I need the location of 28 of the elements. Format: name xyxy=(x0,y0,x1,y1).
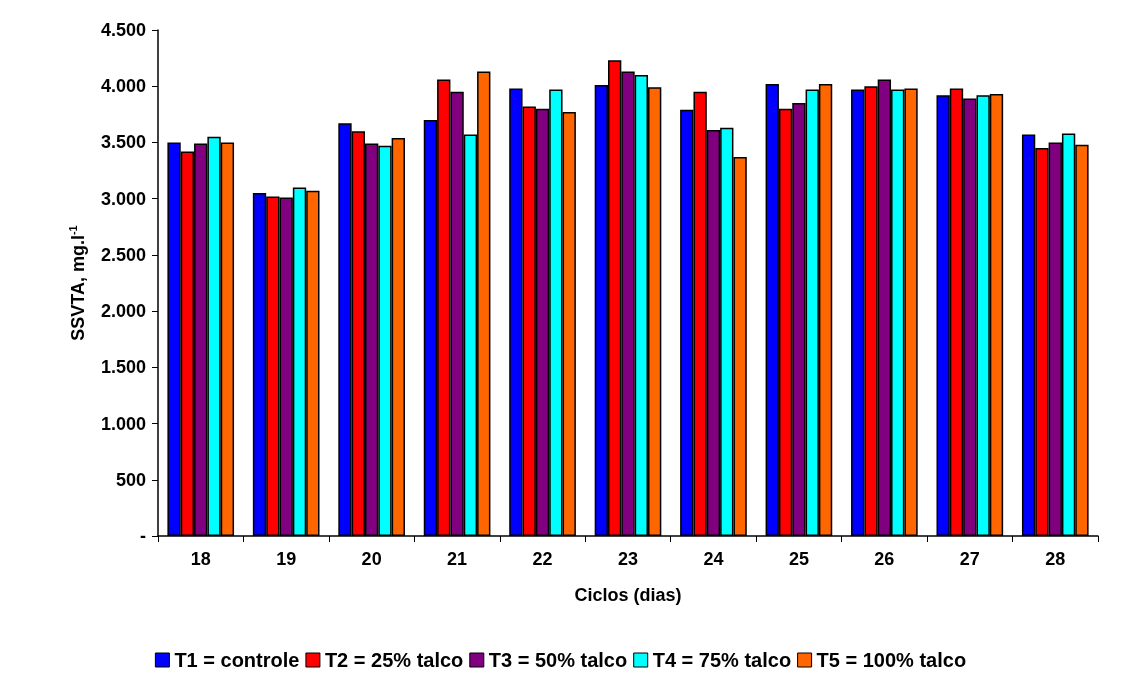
y-tick-label: - xyxy=(140,526,146,546)
y-tick-label: 4.000 xyxy=(100,76,146,97)
x-tick-label: 22 xyxy=(532,549,553,569)
x-tick-label: 26 xyxy=(874,549,895,569)
x-tick-label: 27 xyxy=(959,549,980,569)
y-tick-label: 1.500 xyxy=(100,357,146,378)
x-tick-label: 25 xyxy=(788,549,809,569)
x-tick-label: 23 xyxy=(617,549,639,569)
y-tick-label: 2.000 xyxy=(100,301,146,322)
x-tick-label: 24 xyxy=(703,549,724,569)
y-tick-label: 500 xyxy=(115,469,146,490)
legend-label: T1 = controle xyxy=(174,649,300,671)
x-tick-label: 21 xyxy=(447,549,468,569)
legend-label: T2 = 25% talco xyxy=(324,649,464,671)
legend-label: T5 = 100% talco xyxy=(816,649,967,671)
x-axis-title: Ciclos (dias) xyxy=(574,585,682,605)
x-tick-label: 18 xyxy=(190,549,211,569)
y-tick-label: 2.500 xyxy=(100,244,146,265)
x-tick-label: 28 xyxy=(1045,549,1066,569)
y-tick-label: 3.500 xyxy=(100,132,146,153)
x-tick-label: 19 xyxy=(276,549,297,569)
y-tick-label: 4.500 xyxy=(100,20,146,40)
x-tick-label: 20 xyxy=(361,549,382,569)
legend-label: T3 = 50% talco xyxy=(488,649,628,671)
legend-label: T4 = 75% talco xyxy=(652,649,792,671)
y-tick-label: 3.000 xyxy=(100,188,146,209)
y-axis-title: SSVTA, mg.l-1 xyxy=(66,225,88,341)
y-tick-label: 1.000 xyxy=(100,413,146,434)
